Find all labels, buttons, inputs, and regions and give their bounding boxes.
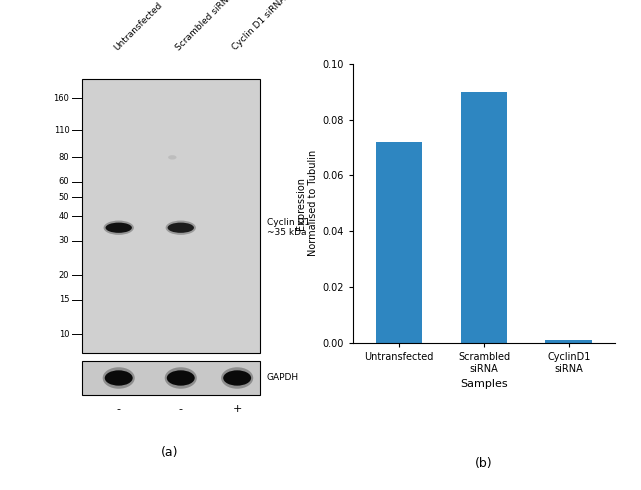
Text: 20: 20	[59, 271, 69, 280]
Ellipse shape	[103, 367, 135, 389]
Text: 15: 15	[59, 295, 69, 304]
Text: 80: 80	[59, 153, 69, 162]
Ellipse shape	[223, 370, 251, 386]
Text: 10: 10	[59, 330, 69, 339]
Text: 110: 110	[54, 126, 69, 135]
Text: -: -	[179, 404, 183, 415]
Text: 30: 30	[59, 236, 69, 245]
Text: -: -	[117, 404, 121, 415]
Bar	[545, 340, 592, 343]
Ellipse shape	[221, 367, 253, 389]
Bar	[82, 79, 260, 353]
Text: 160: 160	[53, 94, 69, 103]
Text: (a): (a)	[161, 446, 178, 460]
Text: (b): (b)	[475, 457, 493, 470]
Text: 40: 40	[59, 212, 69, 221]
Text: Cyclin D1 siRNA: Cyclin D1 siRNA	[231, 0, 288, 52]
X-axis label: Samples: Samples	[460, 379, 508, 389]
Ellipse shape	[104, 370, 133, 386]
Text: 50: 50	[59, 193, 69, 202]
Ellipse shape	[167, 370, 195, 386]
Bar	[82, 361, 260, 395]
Text: GAPDH: GAPDH	[267, 373, 299, 383]
Text: Scrambled siRNA: Scrambled siRNA	[174, 0, 236, 52]
Text: +: +	[233, 404, 242, 415]
Text: 60: 60	[59, 177, 69, 186]
Ellipse shape	[167, 222, 194, 233]
Ellipse shape	[165, 220, 196, 235]
Text: Cyclin D1
~35 kDa: Cyclin D1 ~35 kDa	[267, 218, 310, 238]
Bar	[376, 142, 422, 343]
Text: Untransfected: Untransfected	[112, 0, 164, 52]
Bar	[461, 92, 507, 343]
Ellipse shape	[168, 155, 176, 160]
Ellipse shape	[106, 222, 132, 233]
Ellipse shape	[165, 367, 197, 389]
Y-axis label: Expression
Normalised to Tubulin: Expression Normalised to Tubulin	[296, 150, 318, 256]
Ellipse shape	[104, 220, 134, 235]
